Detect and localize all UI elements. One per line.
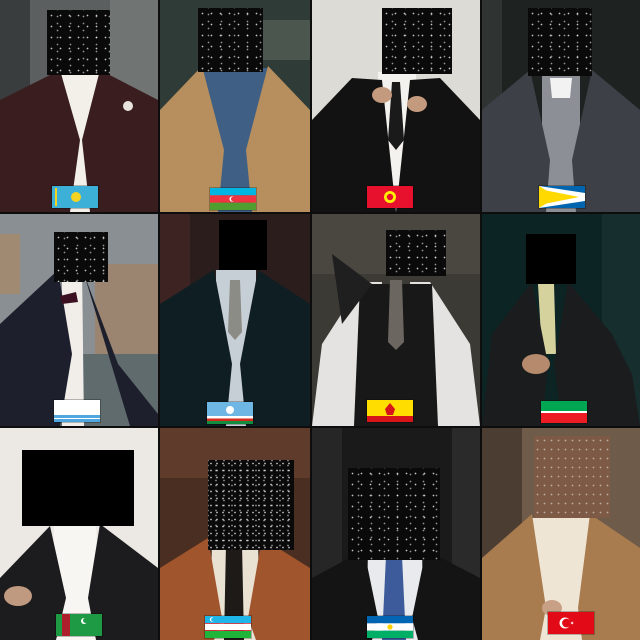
tile-2 [160,0,310,212]
turkey-flag [548,612,594,634]
tile-8-photo [482,214,640,426]
face-blur-mask [526,234,576,284]
turkmenistan-flag [56,614,102,636]
face-blur-mask [208,460,294,550]
tile-3-photo [312,0,480,212]
face-blur-mask [22,450,134,526]
tile-8 [482,214,640,426]
tatarstan-flag [541,401,587,423]
tile-2-photo [160,0,310,212]
face-blur-mask [534,436,610,518]
face-blur-mask [47,10,110,75]
tile-5 [0,214,158,426]
bashkortostan-flag [367,616,413,638]
tile-7 [312,214,480,426]
kazakhstan-flag [52,186,98,208]
tile-12 [482,428,640,640]
tile-6 [160,214,310,426]
kyrgyzstan-flag [367,186,413,208]
tile-9 [0,428,158,640]
tile-7-photo [312,214,480,426]
tile-1 [0,0,158,212]
chuvashia-flag [367,400,413,422]
tuva-flag [539,186,585,208]
uzbekistan-flag [205,616,251,638]
tile-10 [160,428,310,640]
face-blur-mask [386,230,446,276]
altai-flag [54,400,100,422]
tile-3 [312,0,480,212]
tile-6-photo [160,214,310,426]
sakha-flag [207,402,253,424]
face-blur-mask [54,232,108,282]
face-blur-mask [348,468,440,560]
face-blur-mask [219,220,267,270]
tile-11 [312,428,480,640]
face-blur-mask [198,8,263,72]
face-blur-mask [382,8,452,74]
tile-4 [482,0,640,212]
tile-12-photo [482,428,640,640]
tile-5-photo [0,214,158,426]
azerbaijan-flag [210,188,256,210]
face-blur-mask [528,8,592,76]
